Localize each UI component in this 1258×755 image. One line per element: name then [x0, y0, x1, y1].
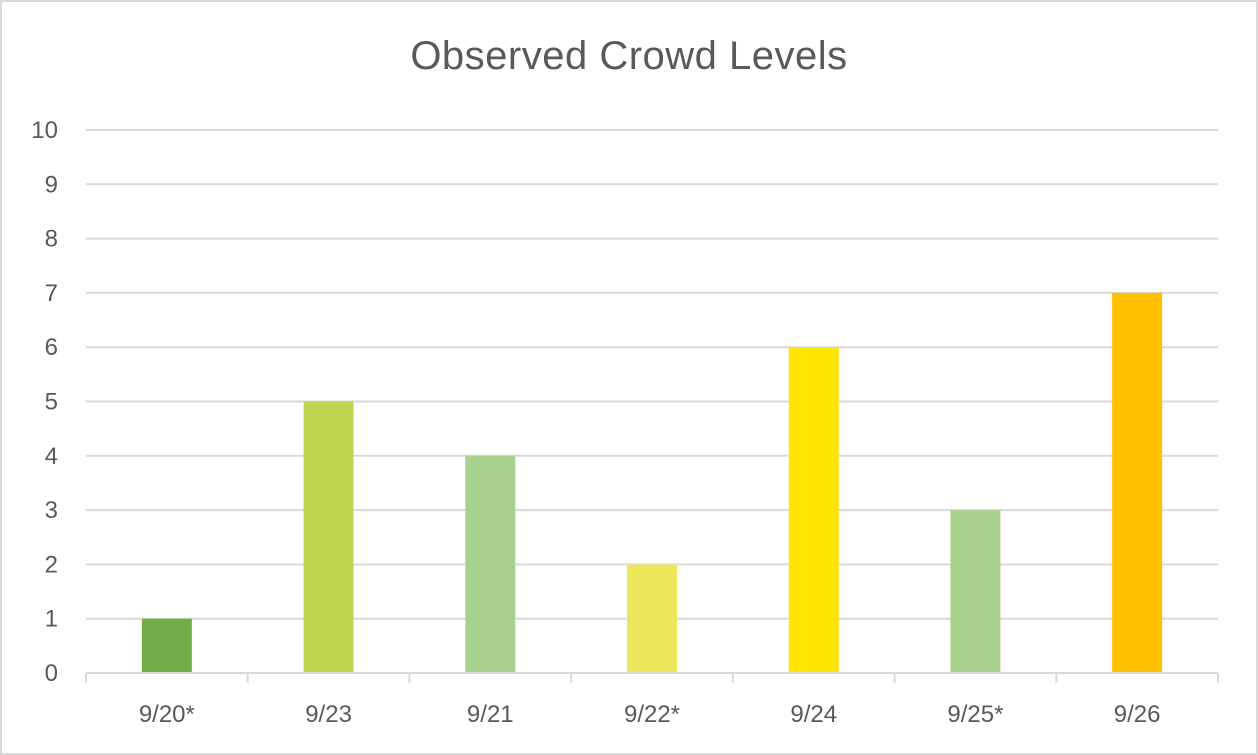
y-tick-label: 2 [45, 551, 58, 578]
y-tick-label: 6 [45, 334, 58, 361]
bar [465, 455, 516, 673]
x-tick-label: 9/22* [624, 701, 680, 728]
y-tick-label: 3 [45, 497, 58, 524]
y-tick-label: 4 [45, 443, 58, 470]
x-tick-label: 9/24 [790, 701, 837, 728]
bar [1112, 292, 1163, 673]
y-tick-label: 8 [45, 226, 58, 253]
bar [141, 618, 192, 673]
bar [627, 564, 677, 673]
x-tick-label: 9/20* [139, 701, 195, 728]
x-tick-label: 9/21 [467, 701, 514, 728]
x-axis [85, 672, 1219, 683]
chart-title: Observed Crowd Levels [410, 34, 848, 78]
y-tick-label: 7 [45, 280, 58, 307]
y-tick-label: 1 [45, 606, 58, 633]
y-tick-label: 5 [45, 389, 58, 416]
y-tick-label: 0 [45, 660, 58, 687]
bar [950, 510, 1001, 673]
y-tick-label: 9 [45, 171, 58, 198]
gridlines [86, 129, 1218, 620]
bar [788, 347, 839, 673]
y-axis-tick-labels: 0 1 2 3 4 5 6 7 8 9 10 [31, 117, 58, 687]
x-tick-label: 9/25* [947, 701, 1003, 728]
bar [303, 401, 354, 673]
x-tick-label: 9/26 [1114, 701, 1161, 728]
bars [141, 292, 1163, 673]
x-axis-tick-labels: 9/20* 9/23 9/21 9/22* 9/24 9/25* 9/26 [139, 701, 1161, 728]
x-tick-label: 9/23 [305, 701, 352, 728]
y-tick-label: 10 [31, 117, 58, 144]
